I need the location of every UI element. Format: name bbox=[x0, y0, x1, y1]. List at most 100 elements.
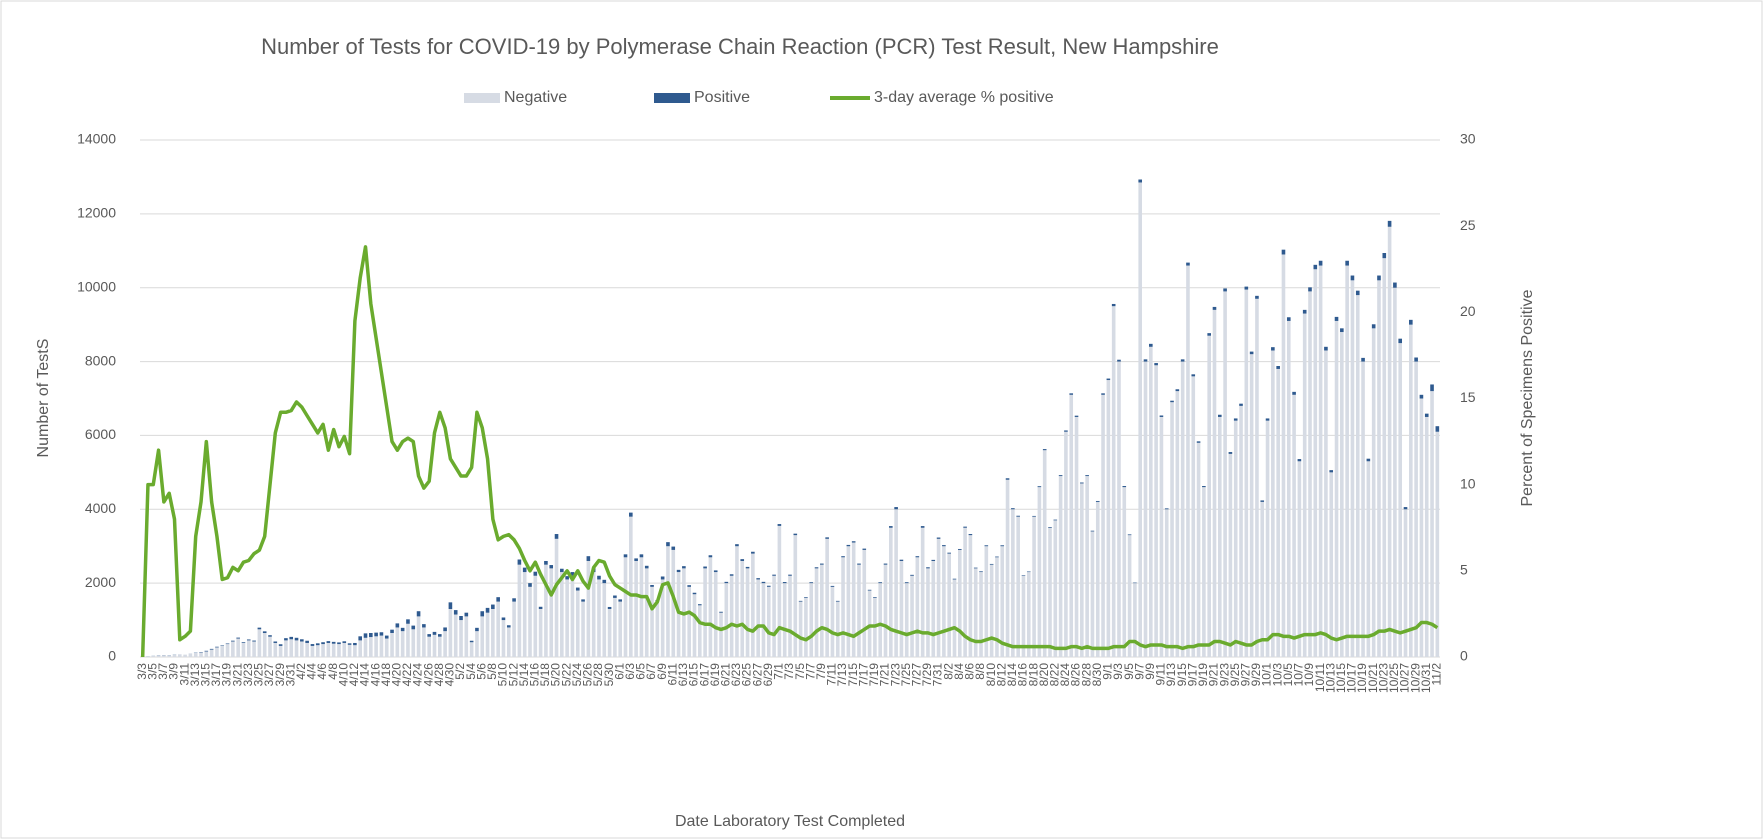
bar-segment bbox=[793, 535, 798, 657]
bar-segment bbox=[1260, 500, 1265, 502]
bar-segment bbox=[926, 567, 930, 569]
bar-segment bbox=[331, 641, 336, 644]
x-tick-label: 6/23 bbox=[729, 663, 743, 687]
bar-segment bbox=[1149, 346, 1153, 657]
bar-segment bbox=[406, 623, 410, 657]
bar-segment bbox=[506, 627, 511, 657]
bar-segment bbox=[1053, 520, 1058, 657]
bar-segment bbox=[1228, 452, 1233, 454]
bar-segment bbox=[957, 549, 962, 657]
x-tick-label: 7/11 bbox=[825, 663, 839, 686]
bar-segment bbox=[315, 645, 320, 657]
bar-segment bbox=[804, 597, 808, 598]
bar-segment bbox=[904, 583, 909, 657]
bar-segment bbox=[342, 641, 347, 643]
bar-segment bbox=[1207, 335, 1211, 657]
x-tick-label: 6/29 bbox=[761, 663, 775, 687]
bar-segment bbox=[215, 646, 219, 648]
bar-segment bbox=[841, 556, 845, 558]
bar-segment bbox=[703, 566, 707, 569]
x-tick-label: 8/20 bbox=[1037, 663, 1051, 687]
bar-segment bbox=[337, 644, 341, 657]
bar-segment bbox=[522, 567, 527, 573]
bar-segment bbox=[697, 604, 702, 606]
bar-segment bbox=[1016, 515, 1020, 517]
bar-segment bbox=[936, 537, 941, 539]
bar-segment bbox=[841, 557, 845, 657]
bar-segment bbox=[639, 557, 644, 657]
x-tick-label: 10/11 bbox=[1313, 663, 1327, 692]
bar-segment bbox=[1244, 286, 1249, 290]
x-tick-label: 3/25 bbox=[252, 663, 266, 687]
bar-segment bbox=[1228, 453, 1233, 657]
x-tick-label: 7/5 bbox=[793, 663, 807, 680]
bar-segment bbox=[538, 608, 543, 657]
x-tick-label: 3/13 bbox=[188, 663, 202, 687]
bar-segment bbox=[183, 654, 187, 657]
bar-segment bbox=[1233, 418, 1238, 421]
bar-segment bbox=[1000, 545, 1005, 547]
bar-segment bbox=[475, 631, 479, 657]
bar-segment bbox=[1138, 179, 1143, 183]
bar-segment bbox=[835, 601, 840, 657]
bar-segment bbox=[692, 594, 697, 657]
bar-segment bbox=[708, 557, 713, 657]
bar-segment bbox=[1133, 582, 1137, 584]
bar-segment bbox=[570, 575, 575, 657]
bar-segment bbox=[453, 614, 458, 657]
bar-segment bbox=[1393, 282, 1397, 288]
bar-segment bbox=[1191, 376, 1196, 657]
bar-segment bbox=[1403, 509, 1408, 657]
bar-segment bbox=[963, 526, 967, 528]
bar-segment bbox=[899, 560, 904, 657]
bar-segment bbox=[1186, 262, 1190, 266]
bar-segment bbox=[729, 574, 734, 576]
x-tick-label: 6/15 bbox=[687, 663, 701, 687]
bar-segment bbox=[491, 604, 495, 609]
bar-segment bbox=[437, 634, 442, 637]
bar-segment bbox=[740, 559, 745, 561]
x-tick-label: 9/5 bbox=[1122, 663, 1136, 680]
bar-segment bbox=[278, 645, 283, 657]
bar-segment bbox=[825, 538, 829, 657]
bar-segment bbox=[533, 575, 538, 657]
bar-segment bbox=[305, 642, 309, 657]
x-tick-label: 5/20 bbox=[549, 663, 563, 687]
x-tick-label: 10/3 bbox=[1270, 663, 1284, 687]
x-tick-label: 7/23 bbox=[888, 663, 902, 687]
y-tick-label: 2000 bbox=[85, 574, 116, 590]
bar-segment bbox=[369, 632, 373, 638]
x-tick-label: 9/9 bbox=[1143, 663, 1157, 680]
x-tick-label: 4/4 bbox=[305, 663, 319, 680]
bar-segment bbox=[968, 534, 973, 536]
bar-segment bbox=[820, 564, 824, 657]
bar-segment bbox=[448, 602, 453, 609]
bar-segment bbox=[947, 553, 951, 657]
bar-segment bbox=[644, 565, 649, 569]
x-tick-label: 5/22 bbox=[559, 663, 573, 687]
bar-segment bbox=[496, 601, 500, 657]
bar-segment bbox=[443, 631, 447, 657]
x-tick-label: 10/15 bbox=[1334, 663, 1348, 693]
bar-segment bbox=[687, 585, 691, 587]
bar-segment bbox=[1398, 343, 1403, 657]
bar-segment bbox=[1122, 486, 1127, 488]
bar-segment bbox=[1069, 394, 1074, 657]
x-tick-label: 5/14 bbox=[517, 663, 531, 687]
y2-tick-label: 15 bbox=[1460, 389, 1476, 405]
bar-segment bbox=[1111, 303, 1116, 307]
x-tick-label: 8/16 bbox=[1016, 663, 1030, 687]
x-tick-label: 4/20 bbox=[390, 663, 404, 687]
bar-segment bbox=[204, 651, 209, 657]
bar-segment bbox=[215, 647, 219, 657]
bar-segment bbox=[188, 653, 193, 657]
x-tick-label: 3/3 bbox=[135, 663, 149, 680]
bar-segment bbox=[798, 601, 803, 657]
x-tick-label: 6/1 bbox=[612, 663, 626, 680]
bar-segment bbox=[973, 568, 978, 657]
bar-segment bbox=[480, 616, 485, 657]
x-tick-label: 11/2 bbox=[1430, 663, 1444, 686]
chart-title: Number of Tests for COVID-19 by Polymera… bbox=[261, 34, 1219, 59]
bar-segment bbox=[1196, 442, 1201, 657]
bar-segment bbox=[517, 559, 522, 565]
